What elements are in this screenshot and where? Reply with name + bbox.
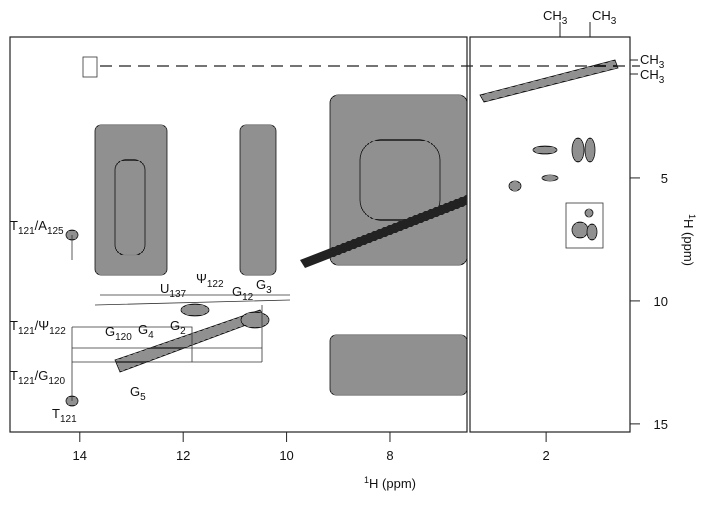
peak-label: G120 [105, 324, 132, 343]
label-subscript: 2 [180, 326, 186, 337]
x-label-text: H (ppm) [369, 476, 416, 491]
label-subscript: 5 [140, 392, 146, 403]
right-panel-frame [469, 36, 631, 433]
x-axis-label: 1H (ppm) [364, 475, 416, 491]
overlays [71, 56, 640, 401]
label-text: G [170, 318, 180, 333]
peak-label: CH3 [640, 67, 665, 86]
peak-label: CH3 [640, 52, 665, 71]
peak-label: CH3 [592, 8, 617, 27]
label-subscript: 137 [169, 289, 186, 300]
y-axis-label: 1H (ppm) [681, 214, 697, 266]
y-tick-label: 5 [661, 171, 668, 186]
y-tick-label: 15 [654, 417, 668, 432]
label-text: /A [35, 218, 48, 233]
label-subscript: 121 [18, 376, 35, 387]
label-text: CH [640, 52, 659, 67]
contours [65, 59, 619, 407]
label-text: T [10, 368, 18, 383]
peak-label: G2 [170, 318, 186, 337]
label-text: CH [592, 8, 611, 23]
x-tick-label: 14 [73, 448, 87, 463]
label-text: U [160, 281, 169, 296]
label-subscript: 3 [659, 75, 665, 86]
peak-label: T121 [52, 406, 77, 425]
x-tick-label: 10 [279, 448, 293, 463]
y-tick-label: 10 [654, 294, 668, 309]
y-label-sup: 1 [687, 214, 697, 219]
label-text: T [10, 218, 18, 233]
peak-label: T121/G120 [10, 368, 65, 387]
y-label-text: H (ppm) [681, 219, 696, 266]
label-text: CH [543, 8, 562, 23]
label-text: /Ψ [35, 318, 49, 333]
label-text: G [232, 284, 242, 299]
label-text: G [256, 277, 266, 292]
label-subscript: 122 [207, 279, 224, 290]
label-subscript: 12 [242, 292, 254, 303]
peak-label: T121/Ψ122 [10, 318, 66, 337]
label-text: G [105, 324, 115, 339]
x-tick-label: 12 [176, 448, 190, 463]
label-subscript: 121 [18, 226, 35, 237]
peak-label: G5 [130, 384, 146, 403]
label-text: CH [640, 67, 659, 82]
label-subscript: 4 [148, 330, 154, 341]
x-tick-label: 2 [542, 448, 549, 463]
peak-label: Ψ122 [196, 271, 224, 290]
label-subscript: 3 [266, 285, 272, 296]
label-subscript: 121 [60, 414, 77, 425]
label-subscript: 120 [48, 376, 65, 387]
peak-label: CH3 [543, 8, 568, 27]
label-subscript: 120 [115, 332, 132, 343]
x-label-sup: 1 [364, 475, 369, 485]
peak-label: G4 [138, 322, 154, 341]
peak-label: G3 [256, 277, 272, 296]
label-subscript: 3 [562, 16, 568, 27]
label-subscript: 125 [47, 226, 64, 237]
label-text: Ψ [196, 271, 207, 286]
label-subscript: 121 [18, 326, 35, 337]
label-subscript: 122 [49, 326, 66, 337]
left-panel-frame [9, 36, 468, 433]
label-text: G [138, 322, 148, 337]
label-subscript: 3 [611, 16, 617, 27]
label-subscript: 3 [659, 60, 665, 71]
x-tick-label: 8 [386, 448, 393, 463]
label-text: T [10, 318, 18, 333]
label-text: G [130, 384, 140, 399]
label-text: T [52, 406, 60, 421]
peak-label: G12 [232, 284, 254, 303]
label-text: /G [35, 368, 49, 383]
peak-label: U137 [160, 281, 187, 300]
peak-label: T121/A125 [10, 218, 64, 237]
